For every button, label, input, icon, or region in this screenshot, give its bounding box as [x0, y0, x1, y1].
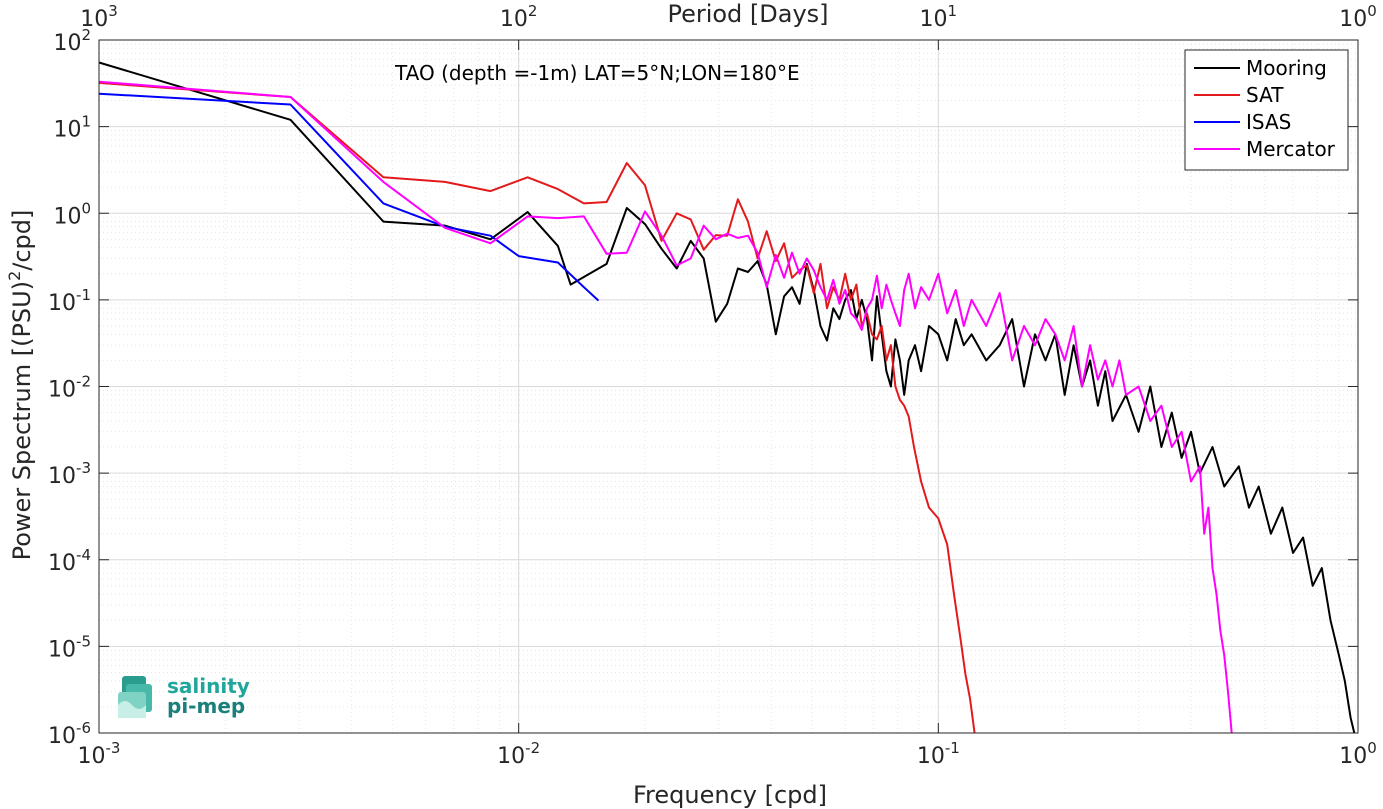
legend-label-isas: ISAS — [1246, 110, 1291, 134]
x-axis-label: Frequency [cpd] — [633, 781, 827, 809]
logo-waves-icon — [118, 676, 152, 718]
x-tick-label: 10-3 — [78, 739, 121, 769]
top-tick-label: 102 — [500, 2, 538, 32]
top-axis-label: Period [Days] — [667, 0, 828, 28]
top-tick-label: 103 — [80, 2, 118, 32]
y-tick-label: 102 — [53, 26, 91, 56]
salinity-pi-mep-logo: salinity pi-mep — [118, 674, 250, 718]
y-tick-label: 10-1 — [48, 286, 91, 316]
legend-label-mercator: Mercator — [1246, 137, 1336, 161]
y-tick-label: 10-4 — [48, 546, 91, 576]
y-tick-label: 10-5 — [48, 632, 91, 662]
legend-label-sat: SAT — [1246, 83, 1284, 107]
y-tick-label: 100 — [53, 199, 91, 229]
x-tick-label: 10-2 — [497, 739, 540, 769]
series-line-sat — [98, 81, 976, 734]
y-axis-label: Power Spectrum [(PSU)2/cpd] — [5, 210, 36, 561]
series-line-mercator — [98, 80, 1233, 734]
y-tick-label: 10-3 — [48, 459, 91, 489]
top-tick-label: 101 — [920, 2, 958, 32]
top-tick-label: 100 — [1339, 2, 1377, 32]
y-axis-label-sup: 2 — [5, 271, 24, 281]
grid-lines — [98, 39, 1359, 734]
y-axis-label-main: Power Spectrum [(PSU) — [8, 281, 36, 560]
y-tick-label: 101 — [53, 113, 91, 143]
logo-line1: salinity — [167, 674, 250, 698]
legend: Mooring SAT ISAS Mercator — [1184, 49, 1349, 171]
series-line-isas — [98, 92, 600, 302]
logo-line2: pi-mep — [167, 694, 245, 718]
tick-marks — [98, 39, 1359, 734]
series-line-mooring — [98, 61, 1356, 734]
y-tick-label: 10-2 — [48, 373, 91, 403]
y-tick-label: 10-6 — [48, 719, 91, 749]
chart-title: TAO (depth =-1m) LAT=5°N;LON=180°E — [394, 61, 800, 85]
legend-label-mooring: Mooring — [1246, 56, 1327, 80]
series-lines — [98, 61, 1356, 734]
x-tick-label: 10-1 — [917, 739, 960, 769]
y-axis-label-end: /cpd] — [8, 210, 36, 271]
x-tick-label: 100 — [1339, 739, 1377, 769]
